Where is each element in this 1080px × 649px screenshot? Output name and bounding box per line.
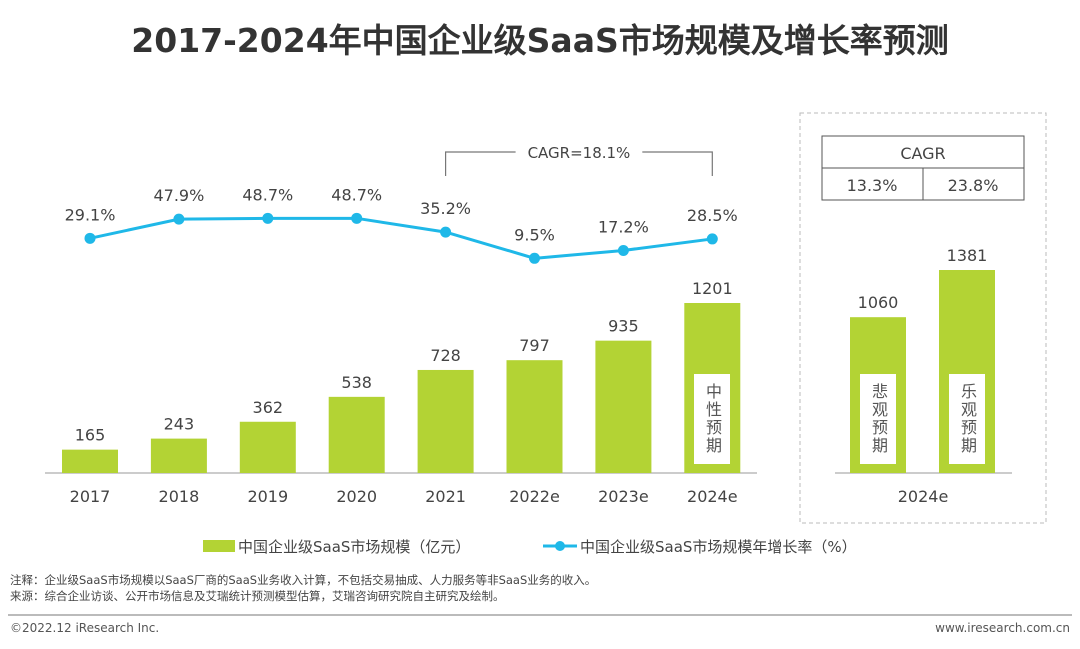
cagr-bracket bbox=[445, 151, 713, 176]
bar-2022e bbox=[506, 360, 563, 473]
bar-value-label: 165 bbox=[75, 426, 106, 445]
line-point bbox=[440, 226, 452, 238]
legend-bar-swatch bbox=[203, 540, 235, 552]
x-tick-label: 2018 bbox=[159, 487, 200, 506]
bar-value-label: 728 bbox=[430, 346, 461, 365]
bar-inner-label-optimistic: 乐观预期 bbox=[949, 374, 985, 464]
x-tick-label: 2022e bbox=[509, 487, 560, 506]
line-point bbox=[173, 213, 185, 225]
bar-2023e bbox=[595, 340, 652, 473]
line-value-label: 17.2% bbox=[598, 217, 649, 236]
line-value-label: 48.7% bbox=[331, 185, 382, 204]
bar-inner-label-neutral: 中性预期 bbox=[694, 374, 730, 464]
bar-value-label: 935 bbox=[608, 317, 639, 336]
cagr-annotation: CAGR=18.1% bbox=[528, 144, 631, 162]
x-tick-label: 2024e bbox=[898, 487, 949, 506]
bar-2020 bbox=[328, 396, 385, 473]
bar-2017 bbox=[62, 449, 118, 473]
footer-website: www.iresearch.com.cn bbox=[935, 621, 1070, 635]
bar-value-label: 1201 bbox=[692, 279, 733, 298]
bar-value-label: 1381 bbox=[947, 246, 988, 265]
chart-note: 注释：企业级SaaS市场规模以SaaS厂商的SaaS业务收入计算，不包括交易抽成… bbox=[10, 573, 597, 587]
legend-line-marker bbox=[555, 541, 565, 551]
bar-2018 bbox=[150, 438, 207, 473]
x-tick-label: 2017 bbox=[70, 487, 111, 506]
cagr-table-value: 23.8% bbox=[948, 176, 999, 195]
chart-title: 2017-2024年中国企业级SaaS市场规模及增长率预测 bbox=[131, 21, 949, 60]
line-point bbox=[262, 212, 274, 224]
x-tick-label: 2024e bbox=[687, 487, 738, 506]
line-value-label: 9.5% bbox=[514, 225, 555, 244]
bar-2019 bbox=[239, 421, 296, 473]
legend-bar-label: 中国企业级SaaS市场规模（亿元） bbox=[238, 538, 470, 556]
line-point bbox=[84, 232, 96, 244]
bar-value-label: 243 bbox=[164, 415, 195, 434]
growth-rate-line bbox=[89, 216, 713, 260]
line-point bbox=[529, 252, 540, 264]
line-value-label: 28.5% bbox=[687, 206, 738, 225]
scenario-panel bbox=[799, 112, 1047, 524]
line-point bbox=[706, 233, 718, 245]
x-tick-label: 2020 bbox=[336, 487, 377, 506]
bar-value-label: 362 bbox=[253, 398, 284, 417]
line-point bbox=[351, 212, 363, 224]
bar-2021 bbox=[417, 369, 474, 473]
bar-value-label: 1060 bbox=[858, 293, 899, 312]
bar-value-label: 797 bbox=[519, 336, 550, 355]
x-tick-label: 2021 bbox=[425, 487, 466, 506]
x-tick-label: 2019 bbox=[247, 487, 288, 506]
line-value-label: 35.2% bbox=[420, 199, 471, 218]
legend-line-label: 中国企业级SaaS市场规模年增长率（%） bbox=[580, 538, 857, 556]
footer-copyright: ©2022.12 iResearch Inc. bbox=[10, 621, 160, 635]
bar-inner-label-pessimistic: 悲观预期 bbox=[860, 374, 896, 464]
line-point bbox=[617, 244, 629, 256]
cagr-table-value: 13.3% bbox=[847, 176, 898, 195]
footer-divider bbox=[8, 614, 1072, 616]
bar-value-label: 538 bbox=[341, 373, 372, 392]
x-tick-label: 2023e bbox=[598, 487, 649, 506]
line-value-label: 48.7% bbox=[242, 185, 293, 204]
chart-source: 来源：综合企业访谈、公开市场信息及艾瑞统计预测模型估算，艾瑞咨询研究院自主研究及… bbox=[10, 589, 505, 603]
line-value-label: 47.9% bbox=[153, 186, 204, 205]
cagr-table-header: CAGR bbox=[900, 144, 945, 163]
line-value-label: 29.1% bbox=[65, 205, 116, 224]
